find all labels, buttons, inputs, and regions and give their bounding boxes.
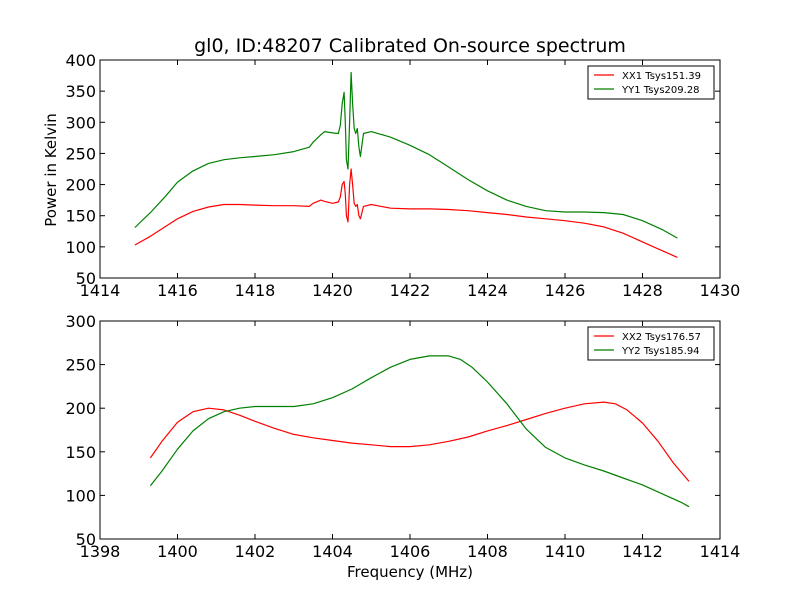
y-tick-label: 50	[76, 269, 96, 288]
top-spectrum-panel: 1414 1416 1418 1420 1422 1424 1426 1428 1430 50 10…	[65, 51, 740, 300]
x-axis-label: Frequency (MHz)	[347, 563, 473, 581]
legend-box	[587, 326, 715, 361]
y-tick-label: 150	[65, 207, 96, 226]
series-line-yy1	[134, 71, 678, 239]
y-tick-label: 200	[65, 399, 96, 418]
x-tick-label: 1410	[545, 542, 586, 561]
legend-entry: XX1 Tsys151.39	[622, 71, 701, 82]
legend-box	[587, 65, 715, 100]
y-tick-label: 300	[65, 113, 96, 132]
series-line-xx1	[134, 168, 678, 258]
bottom-spectrum-panel: 1398 1400 1402 1404 1406 1408 1410 1412 1414 50 10…	[65, 312, 740, 561]
y-tick-label: 50	[76, 530, 96, 549]
x-tick-label: 1414	[80, 281, 121, 300]
series-line-yy2	[149, 355, 690, 508]
legend: XX1 Tsys151.39 YY1 Tsys209.28	[587, 65, 715, 100]
y-tick-label: 300	[65, 312, 96, 331]
y-tick-label: 100	[65, 486, 96, 505]
x-tick-label: 1420	[312, 281, 353, 300]
x-tick-label: 1412	[622, 542, 663, 561]
x-tick-label: 1398	[80, 542, 121, 561]
x-tick-label: 1406	[390, 542, 431, 561]
y-tick-label: 200	[65, 176, 96, 195]
x-tick-label: 1408	[467, 542, 508, 561]
x-tick-label: 1424	[467, 281, 508, 300]
y-tick-label: 350	[65, 82, 96, 101]
y-tick-label: 250	[65, 144, 96, 163]
x-tick-label: 1428	[622, 281, 663, 300]
y-tick-label: 400	[65, 51, 96, 70]
legend-entry: YY1 Tsys209.28	[621, 85, 700, 96]
x-tick-label: 1400	[157, 542, 198, 561]
x-tick-label: 1414	[700, 542, 741, 561]
x-tick-label: 1404	[312, 542, 353, 561]
legend-entry: XX2 Tsys176.57	[622, 332, 701, 343]
x-tick-label: 1402	[235, 542, 276, 561]
y-tick-label: 150	[65, 443, 96, 462]
x-tick-label: 1426	[545, 281, 586, 300]
chart-title: gl0, ID:48207 Calibrated On-source spect…	[194, 35, 626, 57]
legend-entry: YY2 Tsys185.94	[621, 346, 700, 357]
y-axis-label: Power in Kelvin	[42, 113, 60, 227]
x-tick-label: 1418	[235, 281, 276, 300]
x-tick-label: 1422	[390, 281, 431, 300]
legend: XX2 Tsys176.57 YY2 Tsys185.94	[587, 326, 715, 361]
y-tick-label: 250	[65, 356, 96, 375]
x-tick-label: 1430	[700, 281, 741, 300]
x-tick-label: 1416	[157, 281, 198, 300]
y-tick-label: 100	[65, 238, 96, 257]
